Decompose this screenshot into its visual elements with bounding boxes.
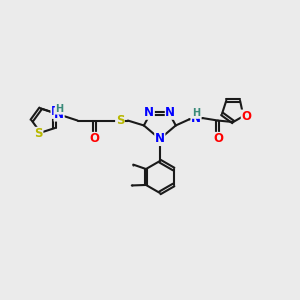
Text: H: H bbox=[192, 108, 201, 118]
Text: O: O bbox=[213, 133, 223, 146]
Text: S: S bbox=[116, 114, 124, 127]
Text: O: O bbox=[90, 133, 100, 146]
Text: S: S bbox=[34, 128, 43, 140]
Text: N: N bbox=[54, 108, 64, 121]
Text: N: N bbox=[51, 105, 61, 118]
Text: N: N bbox=[191, 112, 201, 125]
Text: N: N bbox=[155, 133, 165, 146]
Text: N: N bbox=[144, 106, 154, 119]
Text: H: H bbox=[56, 104, 64, 114]
Text: N: N bbox=[165, 106, 176, 119]
Text: O: O bbox=[241, 110, 251, 123]
